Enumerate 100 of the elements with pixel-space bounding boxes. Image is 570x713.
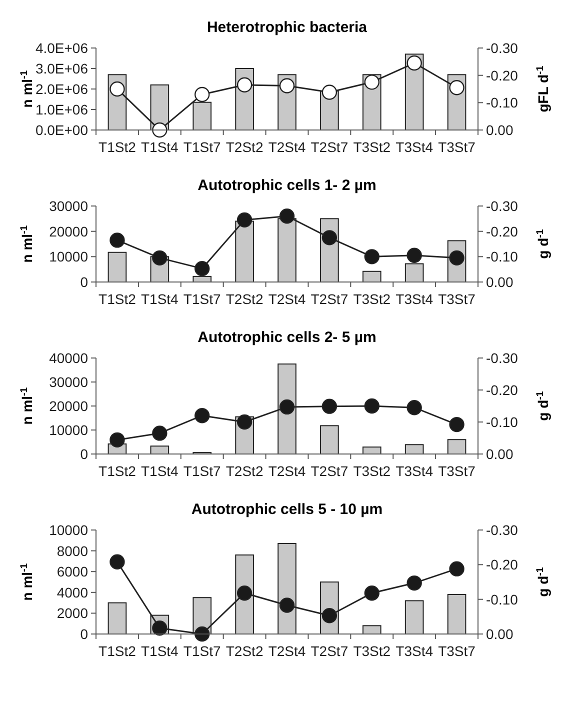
point bbox=[194, 408, 210, 424]
bar bbox=[447, 594, 466, 634]
point bbox=[110, 81, 125, 97]
point bbox=[406, 575, 422, 591]
point bbox=[406, 400, 422, 416]
x-tick-label: T2St7 bbox=[310, 139, 348, 155]
y2-tick-label: -0.30 bbox=[486, 522, 518, 538]
bar bbox=[404, 444, 424, 454]
bar bbox=[362, 270, 382, 282]
x-tick-label: T3St4 bbox=[396, 291, 434, 307]
y-tick-label: 3.0E+06 bbox=[35, 60, 88, 76]
x-tick-label: T1St7 bbox=[183, 463, 221, 479]
x-tick-label: T2St2 bbox=[226, 291, 264, 307]
x-tick-label: T3St4 bbox=[396, 463, 434, 479]
x-tick-label: T1St7 bbox=[183, 139, 221, 155]
point bbox=[110, 432, 125, 448]
x-tick-label: T1St2 bbox=[98, 463, 136, 479]
y-tick-label: 30000 bbox=[49, 374, 88, 390]
y-tick-label: 20000 bbox=[49, 398, 88, 414]
point bbox=[279, 399, 295, 415]
x-tick-label: T2St7 bbox=[310, 291, 348, 307]
x-tick-label: T3St7 bbox=[438, 139, 476, 155]
x-tick-label: T2St4 bbox=[268, 139, 306, 155]
bar bbox=[108, 602, 127, 634]
point bbox=[364, 74, 380, 90]
point bbox=[322, 230, 338, 246]
x-tick-label: T3St4 bbox=[396, 643, 434, 659]
point bbox=[279, 208, 295, 224]
y2-tick-label: 0.00 bbox=[486, 122, 514, 138]
bar bbox=[447, 439, 466, 454]
y2-tick-label: 0.00 bbox=[486, 446, 514, 462]
y2-tick-label: -0.10 bbox=[486, 248, 518, 265]
y-tick-label: 4000 bbox=[56, 584, 88, 600]
y-tick-label: 4.0E+06 bbox=[35, 40, 88, 56]
point bbox=[152, 426, 168, 441]
chart-title: Autotrophic cells 2- 5 µm bbox=[198, 329, 376, 346]
point bbox=[449, 561, 464, 576]
y2-tick-label: -0.10 bbox=[486, 591, 518, 608]
x-tick-label: T2St2 bbox=[226, 643, 264, 659]
point bbox=[110, 554, 125, 570]
x-tick-label: T3St7 bbox=[438, 291, 476, 307]
chart-title: Autotrophic cells 5 - 10 µm bbox=[191, 501, 383, 518]
point bbox=[322, 84, 338, 100]
x-tick-label: T2St4 bbox=[268, 463, 306, 479]
x-tick-label: T3St2 bbox=[353, 291, 391, 307]
x-tick-label: T1St7 bbox=[183, 291, 221, 307]
point bbox=[152, 122, 168, 138]
y-tick-label: 40000 bbox=[49, 350, 88, 366]
point bbox=[236, 212, 252, 228]
point bbox=[279, 598, 295, 613]
y2-tick-label: 0.00 bbox=[486, 274, 514, 290]
y-tick-label: 8000 bbox=[56, 542, 88, 559]
point bbox=[449, 80, 464, 96]
x-tick-label: T3St7 bbox=[438, 463, 476, 479]
x-tick-label: T2St4 bbox=[268, 291, 306, 307]
bar bbox=[362, 625, 382, 634]
x-tick-label: T1St2 bbox=[98, 643, 136, 659]
y2-tick-label: -0.20 bbox=[486, 223, 518, 240]
y2-tick-label: -0.20 bbox=[486, 556, 518, 573]
bar bbox=[404, 600, 424, 634]
y-tick-label: 2000 bbox=[56, 605, 88, 622]
point bbox=[110, 232, 125, 248]
x-tick-label: T3St4 bbox=[396, 139, 434, 155]
x-tick-label: T1St4 bbox=[140, 463, 179, 479]
x-tick-label: T3St2 bbox=[353, 463, 391, 479]
point bbox=[194, 626, 210, 642]
y-tick-label: 10000 bbox=[49, 522, 88, 538]
point bbox=[406, 55, 422, 71]
bar bbox=[320, 425, 339, 454]
x-tick-label: T1St2 bbox=[98, 291, 136, 307]
x-tick-label: T2St7 bbox=[310, 463, 348, 479]
y-tick-label: 20000 bbox=[49, 223, 88, 240]
point bbox=[364, 585, 380, 601]
x-tick-label: T1St2 bbox=[98, 139, 136, 155]
y-tick-label: 0 bbox=[80, 274, 88, 290]
x-tick-label: T2St4 bbox=[268, 643, 306, 659]
x-tick-label: T2St2 bbox=[226, 139, 264, 155]
y-tick-label: 30000 bbox=[49, 198, 88, 214]
x-tick-label: T3St2 bbox=[353, 139, 391, 155]
x-tick-label: T1St4 bbox=[140, 643, 179, 659]
y2-tick-label: -0.10 bbox=[486, 414, 518, 430]
y-tick-label: 2.0E+06 bbox=[35, 81, 88, 97]
point bbox=[236, 585, 252, 601]
x-tick-label: T3St7 bbox=[438, 643, 476, 659]
y-tick-label: 6000 bbox=[56, 564, 88, 580]
point bbox=[406, 248, 422, 263]
y2-tick-label: -0.20 bbox=[486, 67, 518, 84]
y-tick-label: 0 bbox=[80, 446, 88, 462]
point bbox=[322, 608, 338, 624]
x-tick-label: T1St4 bbox=[140, 139, 179, 155]
y2-tick-label: 0.00 bbox=[486, 626, 514, 642]
y2-tick-label: -0.30 bbox=[486, 198, 518, 214]
x-tick-label: T2St2 bbox=[226, 463, 264, 479]
y2-tick-label: -0.30 bbox=[486, 350, 518, 366]
y-tick-label: 10000 bbox=[49, 422, 88, 438]
y-tick-label: 0 bbox=[80, 626, 88, 642]
point bbox=[279, 78, 295, 94]
point bbox=[364, 249, 380, 264]
bar bbox=[108, 252, 127, 282]
y-tick-label: 1.0E+06 bbox=[35, 102, 88, 118]
